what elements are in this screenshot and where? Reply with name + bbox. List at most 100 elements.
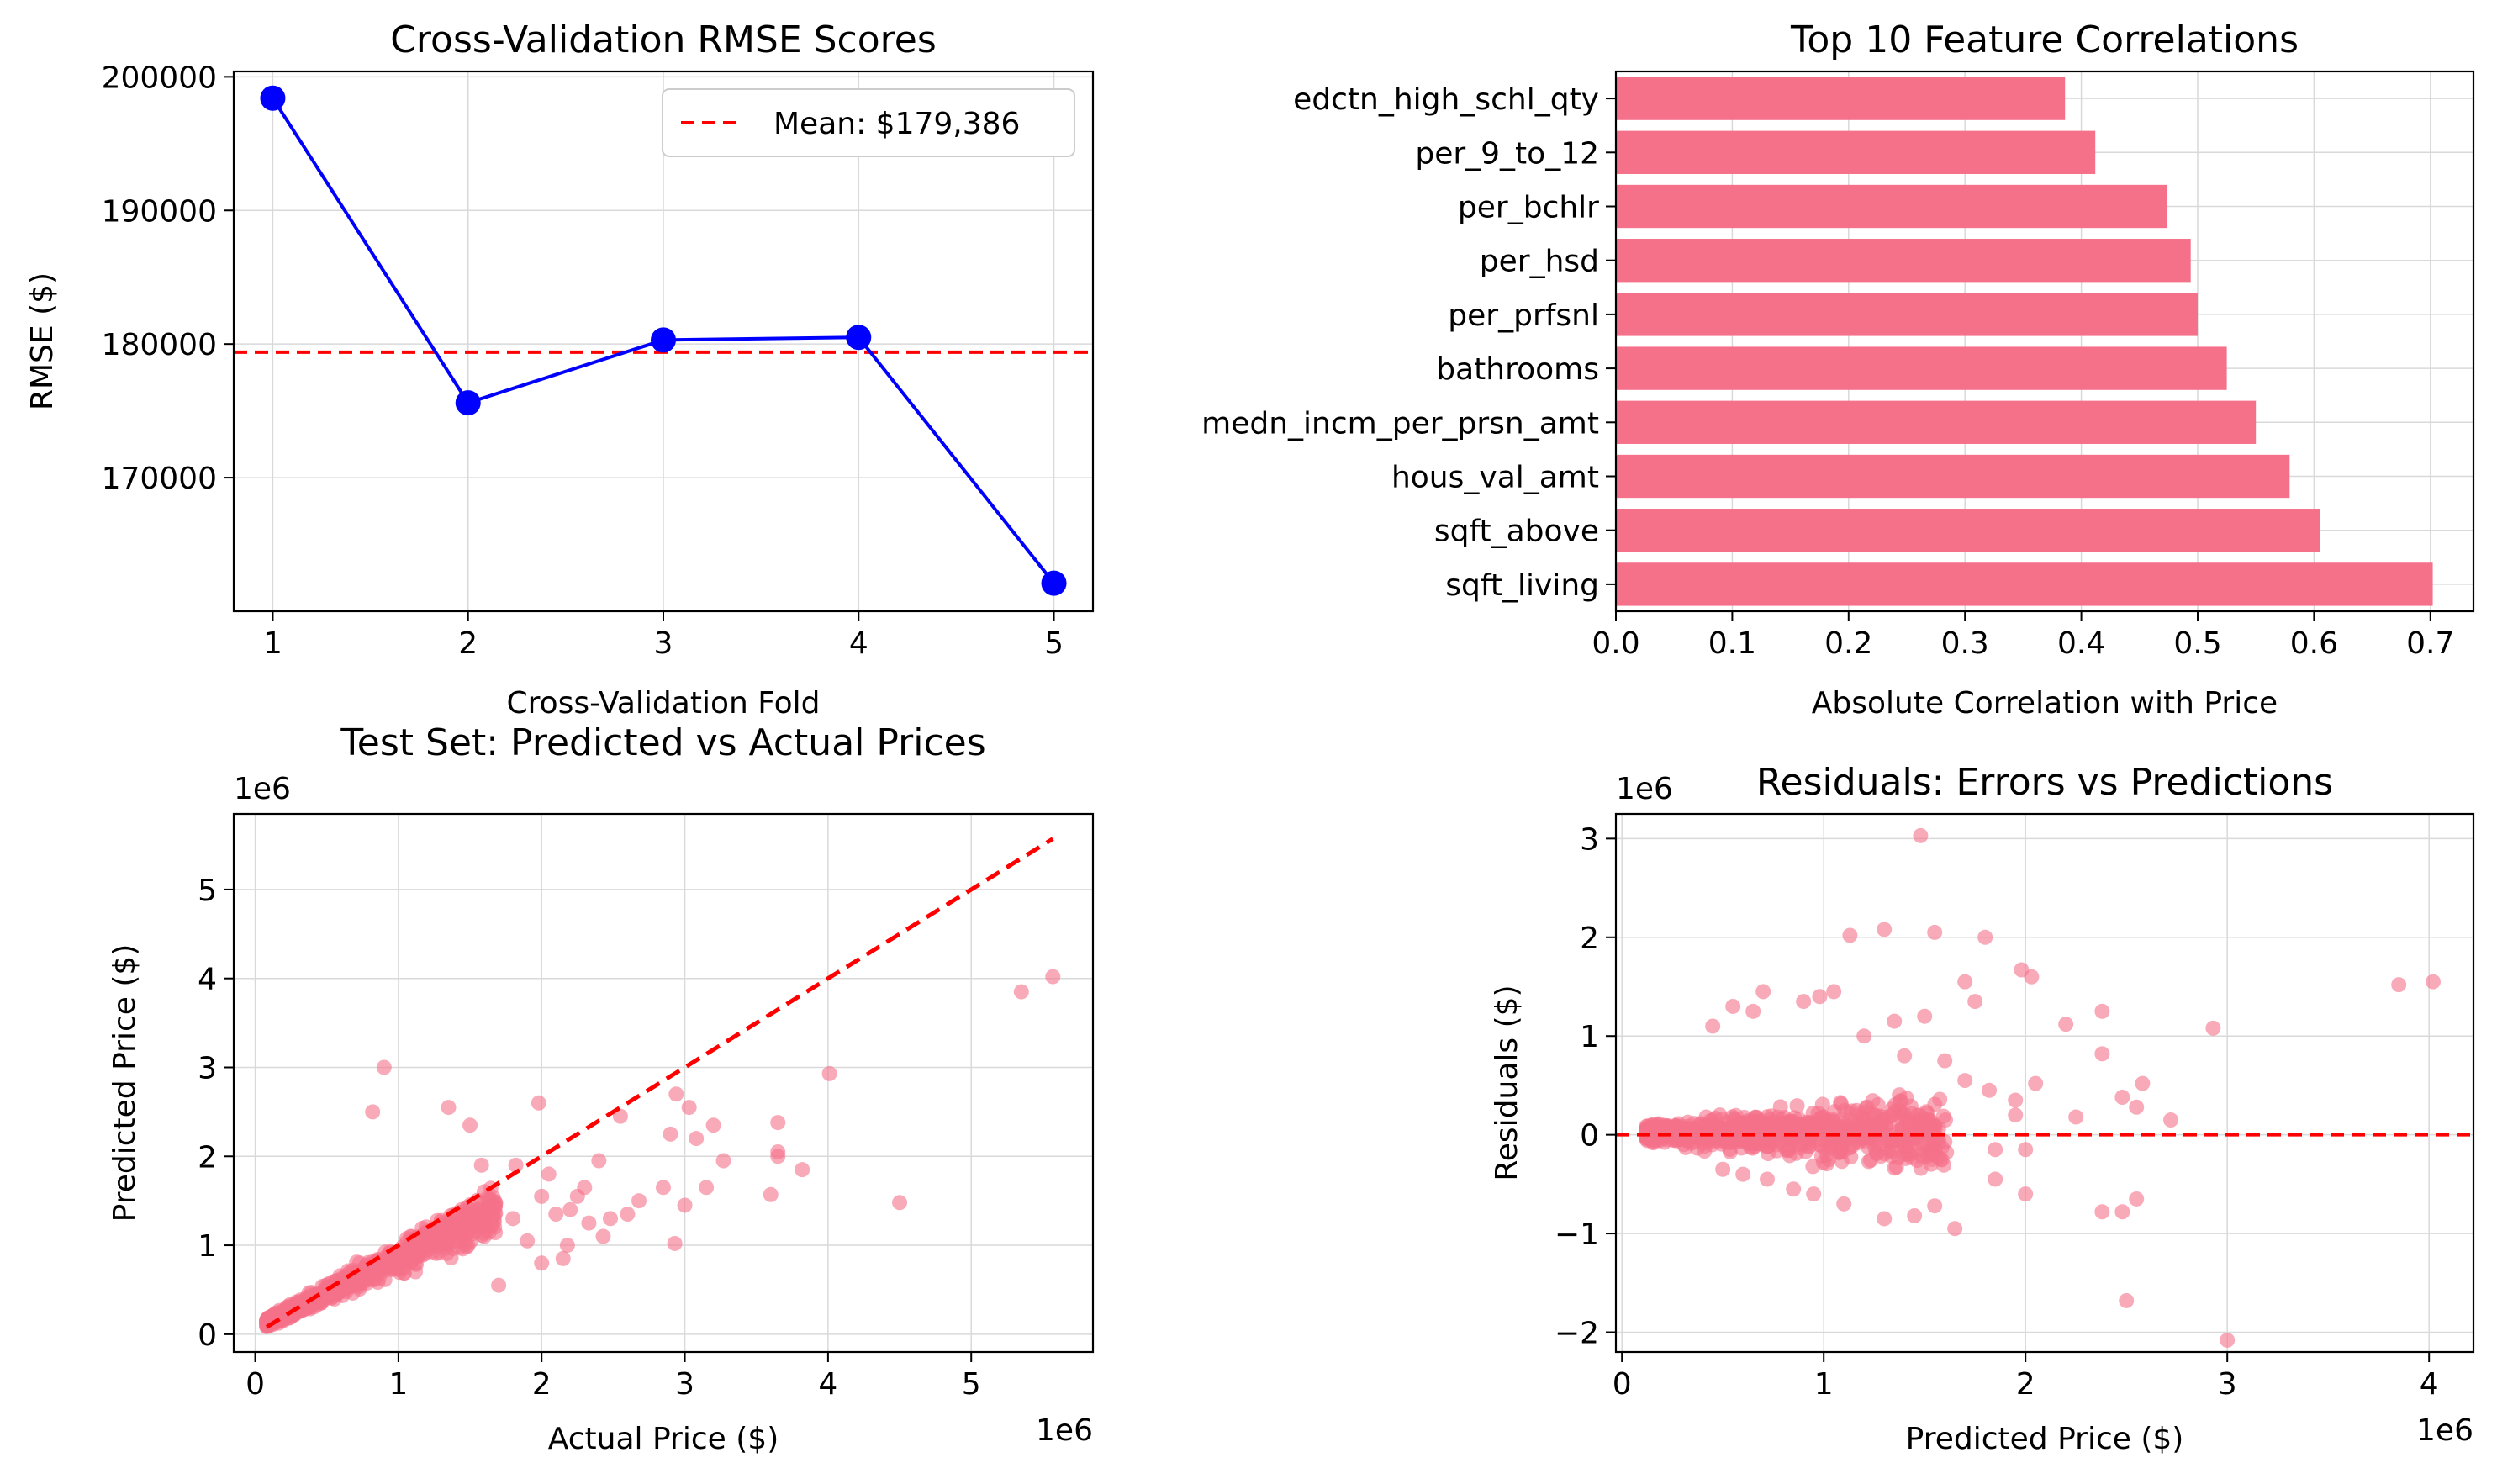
data-point xyxy=(1013,984,1029,1000)
data-point xyxy=(1967,994,1983,1010)
y-tick-label: 190000 xyxy=(102,194,217,229)
data-point xyxy=(1826,984,1842,1000)
y-tick-label: 2 xyxy=(198,1140,217,1175)
data-point xyxy=(488,1205,504,1221)
data-point xyxy=(1833,1095,1849,1111)
data-point xyxy=(2018,1142,2034,1158)
y-tick-label: 1 xyxy=(1580,1020,1599,1054)
data-point xyxy=(1787,1110,1803,1126)
correlation-bar xyxy=(1616,293,2198,336)
data-point xyxy=(1739,1113,1755,1129)
data-point xyxy=(460,1224,476,1240)
x-tick-label: 2 xyxy=(458,626,478,661)
y-axis-label: RMSE ($) xyxy=(25,272,60,410)
plot-area xyxy=(1614,812,2475,1354)
chart-title: Test Set: Predicted vs Actual Prices xyxy=(340,721,985,764)
x-offset-label: 1e6 xyxy=(1036,1413,1093,1448)
y-tick-label: −1 xyxy=(1555,1217,1599,1252)
data-point xyxy=(1786,1181,1802,1197)
data-point xyxy=(481,1191,497,1207)
data-point xyxy=(470,1207,486,1223)
data-point xyxy=(1907,1207,1923,1223)
correlation-bar xyxy=(1616,562,2433,606)
x-tick-label: 0.6 xyxy=(2290,626,2338,661)
y-tick-label: 0 xyxy=(198,1318,217,1353)
data-point xyxy=(2426,974,2441,990)
data-point xyxy=(1745,1003,1761,1019)
data-point xyxy=(377,1244,393,1260)
data-point xyxy=(2129,1191,2145,1207)
data-point xyxy=(562,1201,578,1217)
x-axis-label: Predicted Price ($) xyxy=(1906,1422,2184,1456)
predicted-vs-actual-chart: 0 1 2 3 4 5 0 1 2 3 4 5 Test Set: Predicted vs Actua… xyxy=(108,721,1095,1456)
x-tick-label: 1 xyxy=(1814,1367,1834,1402)
data-point xyxy=(663,1126,678,1142)
data-point xyxy=(1805,1159,1821,1175)
x-tick-label: 4 xyxy=(849,626,868,661)
data-point xyxy=(1764,1115,1780,1131)
data-point xyxy=(668,1086,684,1102)
data-point xyxy=(1831,1145,1847,1161)
data-point xyxy=(376,1059,392,1075)
data-point xyxy=(1899,1143,1915,1159)
data-point xyxy=(441,1100,457,1116)
data-point xyxy=(1700,1119,1716,1135)
legend-box xyxy=(662,88,1075,157)
correlation-bar xyxy=(1616,454,2290,499)
data-point xyxy=(1922,1130,1938,1146)
x-tick-label: 3 xyxy=(675,1367,694,1402)
data-point xyxy=(1803,1115,1819,1131)
data-point xyxy=(2094,1003,2110,1019)
data-point xyxy=(2114,1204,2130,1220)
data-point xyxy=(1883,1142,1899,1158)
y-tick-label: 0 xyxy=(1580,1119,1599,1154)
correlation-bar xyxy=(1616,509,2320,552)
data-point xyxy=(2024,969,2040,985)
data-point xyxy=(1715,1161,1731,1177)
data-point xyxy=(1877,922,1893,937)
data-point xyxy=(699,1180,715,1196)
data-point xyxy=(2135,1075,2151,1091)
data-point xyxy=(1755,984,1771,1000)
y-tick-label: −2 xyxy=(1555,1317,1599,1351)
data-point xyxy=(591,1153,607,1169)
data-point xyxy=(427,1228,443,1244)
chart-title: Top 10 Feature Correlations xyxy=(1790,18,2299,61)
data-point xyxy=(1927,1198,1943,1214)
data-point xyxy=(620,1207,636,1223)
data-point xyxy=(508,1157,524,1173)
data-point xyxy=(1708,1128,1724,1144)
data-point xyxy=(705,1117,721,1133)
data-point xyxy=(1887,1013,1903,1029)
x-tick-label: 5 xyxy=(1044,626,1064,661)
correlation-bar xyxy=(1616,184,2168,229)
data-point xyxy=(1789,1098,1805,1114)
y-tick-label: 180000 xyxy=(102,328,217,362)
data-point xyxy=(689,1131,705,1147)
y-tick-label: 200000 xyxy=(102,61,217,95)
data-point xyxy=(1916,1111,1932,1127)
data-point xyxy=(1812,989,1828,1005)
data-point xyxy=(1917,1008,1933,1024)
feature-label: per_bchlr xyxy=(1458,191,1599,225)
data-point xyxy=(1722,1143,1738,1159)
feature-label: edctn_high_schl_qty xyxy=(1293,82,1599,117)
rmse-point xyxy=(846,325,872,351)
data-point xyxy=(612,1108,628,1124)
x-tick-label: 0.3 xyxy=(1941,626,1989,661)
x-tick-label: 0.1 xyxy=(1708,626,1756,661)
feature-label: per_prfsnl xyxy=(1448,298,1599,333)
x-tick-label: 5 xyxy=(962,1367,981,1402)
feature-label: bathrooms xyxy=(1436,352,1599,387)
data-point xyxy=(433,1214,449,1230)
feature-label: hous_val_amt xyxy=(1391,461,1599,495)
rmse-point xyxy=(1041,570,1067,596)
data-point xyxy=(1937,1053,1953,1069)
data-point xyxy=(1957,1073,1973,1089)
feature-label: per_hsd xyxy=(1480,245,1599,279)
y-tick-label: 4 xyxy=(198,963,217,997)
data-point xyxy=(1890,1129,1906,1145)
data-point xyxy=(821,1065,837,1081)
data-point xyxy=(487,1219,503,1235)
